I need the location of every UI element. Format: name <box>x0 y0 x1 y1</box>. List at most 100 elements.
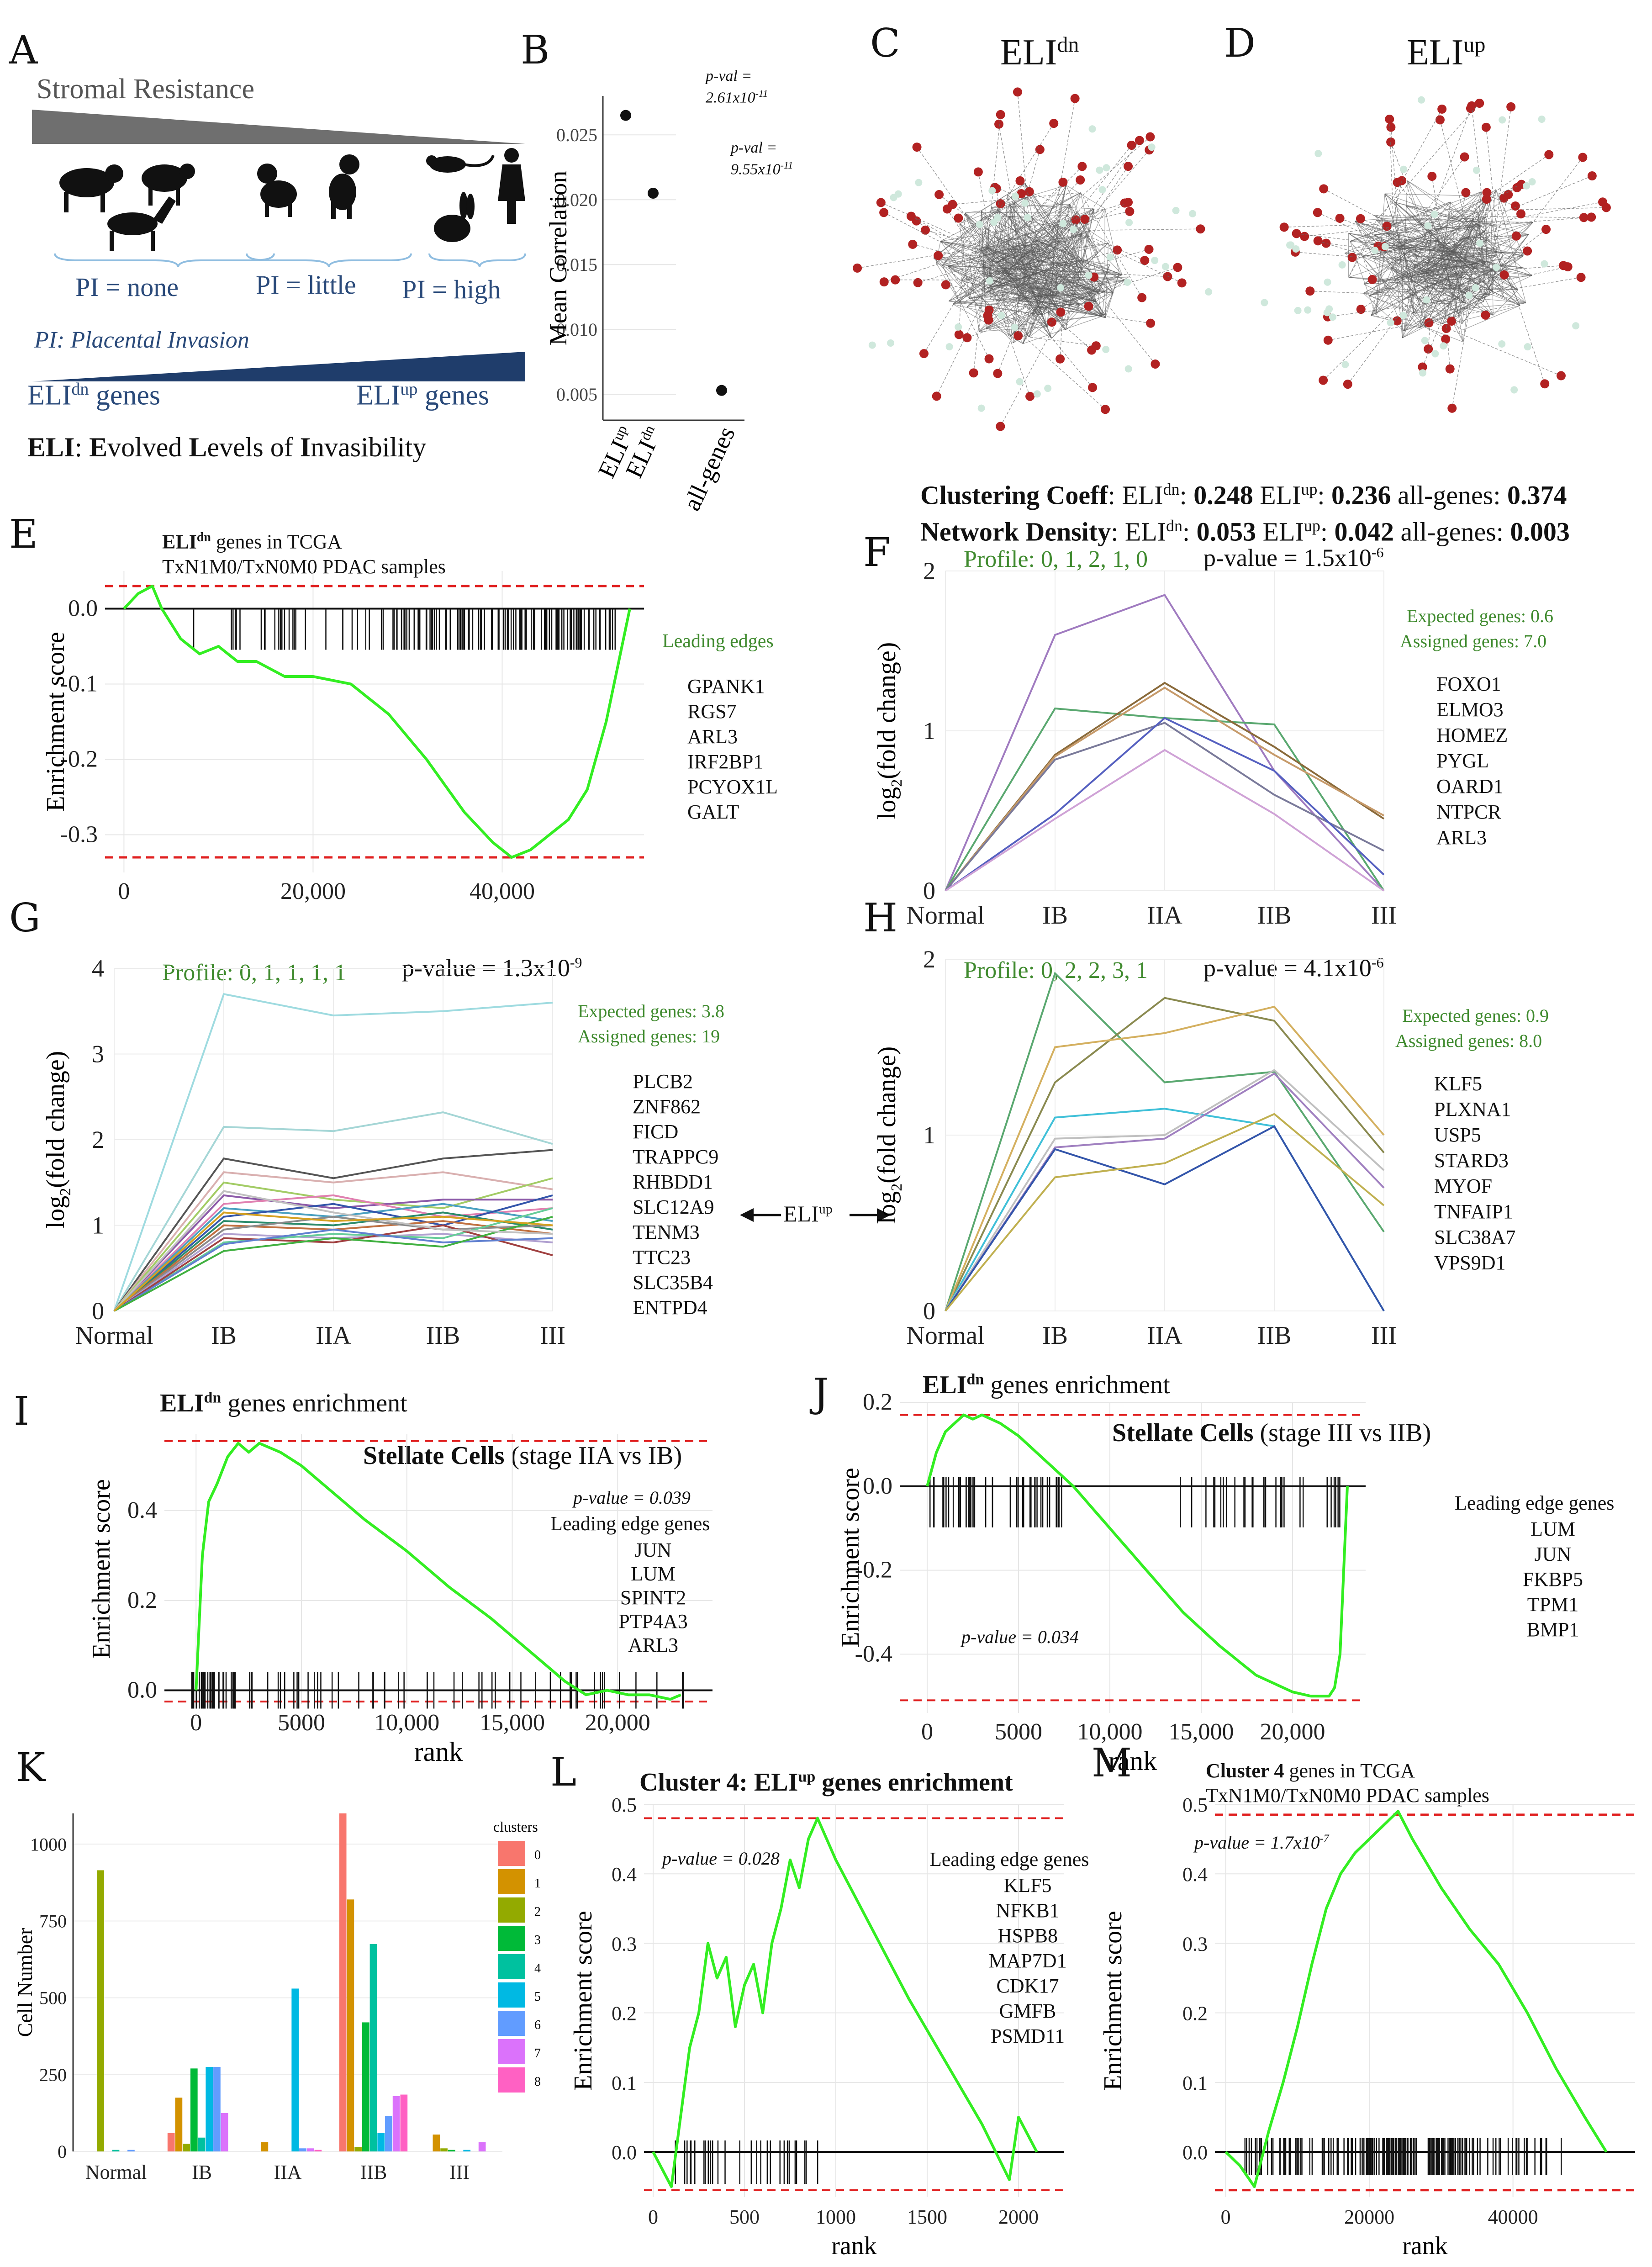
network-edge <box>965 212 1066 331</box>
gene-label: ARL3 <box>1436 826 1487 849</box>
y-tick-label: 0 <box>923 1297 935 1325</box>
network-node-red <box>891 275 900 285</box>
x-tick-label: III <box>1371 901 1397 930</box>
data-point <box>648 188 659 199</box>
network-node-red <box>1386 122 1396 132</box>
network-node-red <box>983 311 992 320</box>
network-edge <box>1441 213 1521 260</box>
network-node-red <box>1070 94 1080 103</box>
y-axis-label: log2(fold change) <box>42 1051 74 1229</box>
profile-line <box>113 1224 553 1312</box>
network-edge <box>1450 207 1606 212</box>
network-node-red <box>1335 213 1345 223</box>
network-node-red <box>1013 331 1023 340</box>
legend-label: 3 <box>534 1933 541 1947</box>
network-edge <box>1363 189 1496 285</box>
network-edge <box>936 262 990 286</box>
network-node-light <box>1499 116 1506 124</box>
x-tick-label: IIB <box>426 1321 460 1350</box>
network-node-light <box>1161 263 1169 270</box>
gene-label: ZNF862 <box>633 1095 701 1118</box>
network-node-light <box>1431 350 1439 358</box>
network-edge <box>1348 233 1459 314</box>
rabbit-icon <box>434 192 475 242</box>
bar <box>339 1813 347 2151</box>
network-node-red <box>1523 246 1532 256</box>
gene-label: TENM3 <box>633 1221 700 1243</box>
network-edge <box>1053 248 1080 280</box>
network-node-light <box>1106 253 1114 261</box>
network-edge <box>1089 228 1201 231</box>
network-node-red <box>1437 104 1447 114</box>
bar <box>400 2094 408 2151</box>
network-node-light <box>977 404 985 412</box>
gene-label: LUM <box>631 1563 676 1585</box>
y-tick-label: 0.2 <box>1182 2003 1208 2025</box>
e-leading-label: Leading edges <box>662 631 774 652</box>
x-tick-label: IB <box>1042 1321 1068 1350</box>
stromal-wedge <box>32 110 525 144</box>
network-edge <box>1369 288 1388 296</box>
network-edge <box>1423 277 1581 305</box>
i-leading-label: Leading edge genes <box>550 1512 710 1535</box>
legend-title: clusters <box>493 1818 538 1835</box>
network-node-red <box>1196 224 1205 234</box>
data-point <box>620 110 631 121</box>
bar <box>183 2144 190 2151</box>
network-edge <box>1010 256 1024 337</box>
network-edge <box>1425 327 1463 343</box>
network-edge <box>1428 231 1437 349</box>
network-node-red <box>1013 87 1022 97</box>
network-node-light <box>1338 261 1346 269</box>
network-edge <box>1403 157 1465 245</box>
network-edge <box>990 230 1089 286</box>
network-edge <box>1373 187 1517 259</box>
y-tick-label: 0.005 <box>556 384 597 405</box>
network-node-red <box>912 143 922 152</box>
chart-e: 0.0 -0.1 -0.2 -0.3 0 20,000 40,000 Enrichment s… <box>42 571 644 904</box>
network-node-light <box>1510 386 1518 394</box>
panel-letter-e: E <box>9 512 38 557</box>
network-node-red <box>1088 383 1098 392</box>
gene-label: TTC23 <box>633 1246 691 1268</box>
profile-line <box>113 1194 553 1312</box>
legend-label: 5 <box>534 1990 541 2004</box>
bar <box>213 2067 221 2151</box>
network-edge <box>945 284 1105 315</box>
network-node-red <box>1385 114 1394 124</box>
legend-label: 8 <box>534 2075 541 2089</box>
l-gene-list: KLF5 NFKB1 HSPB8 MAP7D1 CDK17 GMFB PSMD11 <box>973 1873 1082 2049</box>
network-edge <box>1000 279 1080 427</box>
network-edge <box>1374 215 1437 240</box>
network-edge <box>1453 252 1532 276</box>
gene-label: SLC38A7 <box>1434 1226 1516 1248</box>
network-edge <box>933 209 998 259</box>
network-node-red <box>1578 153 1588 162</box>
network-edge <box>1438 184 1522 220</box>
x-tick-label: 0 <box>118 878 130 904</box>
y-tick-label: 0.025 <box>556 125 597 145</box>
network-edge <box>1390 127 1403 280</box>
network-node-red <box>1015 176 1025 185</box>
network-edge <box>1087 235 1145 261</box>
network-edge <box>1051 98 1076 237</box>
network-edge <box>996 188 1008 276</box>
network-edge <box>997 236 1052 374</box>
network-node-light <box>1387 319 1394 327</box>
y-tick-label: 0.2 <box>127 1587 157 1613</box>
network-node-red <box>1135 136 1144 145</box>
bar <box>433 2135 440 2151</box>
network-node-light <box>1098 186 1106 194</box>
legend-swatch <box>498 1982 525 2008</box>
network-edge <box>981 211 992 261</box>
network-edge <box>1033 218 1052 237</box>
gene-label: OARD1 <box>1436 775 1504 798</box>
network-node-red <box>1397 176 1407 185</box>
network-edge <box>987 260 1031 316</box>
profile-line <box>113 1228 553 1312</box>
j-pvalue: p-value = 0.034 <box>961 1627 1079 1647</box>
network-node-red <box>1177 278 1187 288</box>
network-edge <box>1323 188 1446 254</box>
network-edge <box>1060 241 1066 359</box>
